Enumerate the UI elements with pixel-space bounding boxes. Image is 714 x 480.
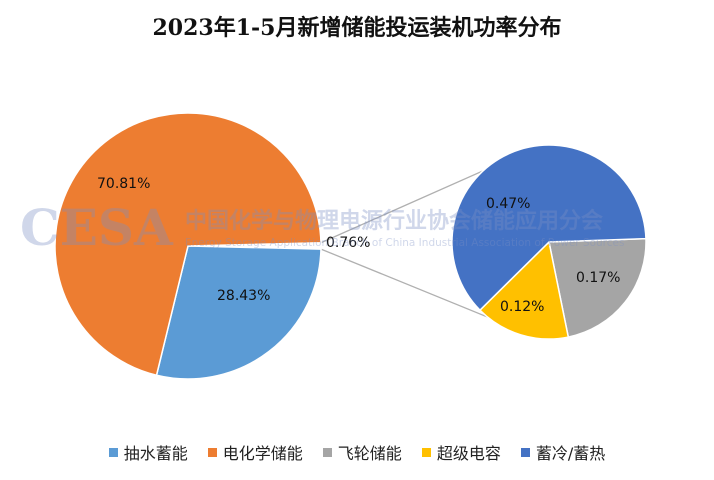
legend-item: 电化学储能 [207, 440, 303, 464]
main-slice-1 [155, 245, 322, 380]
watermark: CESA 中国化学与物理电源行业协会储能应用分会 Energy Storage … [20, 198, 624, 257]
legend-swatch [322, 447, 332, 457]
legend-item: 飞轮储能 [322, 440, 402, 464]
legend-item: 抽水蓄能 [108, 440, 188, 464]
chart-title: 2023年1-5月新增储能投运装机功率分布 [152, 15, 562, 41]
legend-swatch [108, 447, 118, 457]
legend-label: 飞轮储能 [337, 444, 402, 463]
legend-swatch [421, 447, 431, 457]
sub-slice-label-1: 0.12% [500, 299, 544, 315]
main-slice-label-1: 28.43% [217, 288, 270, 304]
data-labels: 70.81% 28.43% 0.76% 0.47% 0.12% 0.17% [97, 176, 620, 315]
legend-label: 超级电容 [436, 444, 501, 463]
main-slice-0 [54, 112, 322, 377]
sub-slice-1 [478, 240, 570, 340]
legend-item: 蓄冷/蓄热 [520, 440, 606, 464]
sub-slice-2 [548, 237, 647, 338]
legend-label: 电化学储能 [222, 444, 303, 463]
watermark-org-en: Energy Storage Application Branch of Chi… [185, 237, 624, 249]
sub-pie [451, 144, 647, 340]
main-slice-label-0: 70.81% [97, 176, 150, 192]
sub-slice-label-0: 0.47% [486, 196, 530, 212]
legend-label: 蓄冷/蓄热 [535, 444, 606, 463]
legend-swatch [520, 447, 530, 457]
sub-slice-label-2: 0.17% [576, 270, 620, 286]
main-slice-label-2: 0.76% [326, 235, 370, 251]
main-pie [54, 112, 322, 380]
legend-item: 超级电容 [421, 440, 501, 464]
legend-swatch [207, 447, 217, 457]
sub-slice-0 [451, 144, 647, 312]
legend: 抽水蓄能 电化学储能 飞轮储能 超级电容 蓄冷/蓄热 [0, 440, 714, 464]
legend-label: 抽水蓄能 [123, 444, 188, 463]
watermark-logo: CESA [20, 198, 174, 257]
watermark-org-cn: 中国化学与物理电源行业协会储能应用分会 [185, 208, 603, 234]
